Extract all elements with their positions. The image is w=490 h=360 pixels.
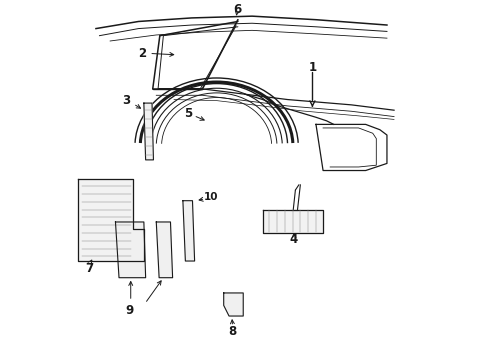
Text: 8: 8 bbox=[228, 325, 237, 338]
Polygon shape bbox=[116, 222, 146, 278]
Text: 1: 1 bbox=[308, 61, 317, 74]
Polygon shape bbox=[224, 293, 243, 316]
Text: 10: 10 bbox=[204, 192, 219, 202]
Text: 4: 4 bbox=[290, 233, 298, 246]
Text: 6: 6 bbox=[233, 3, 241, 15]
Text: 2: 2 bbox=[138, 47, 146, 60]
Polygon shape bbox=[183, 201, 195, 261]
Text: 7: 7 bbox=[85, 262, 94, 275]
Polygon shape bbox=[156, 222, 172, 278]
Text: 5: 5 bbox=[184, 107, 193, 120]
Polygon shape bbox=[263, 210, 323, 233]
Polygon shape bbox=[144, 103, 153, 160]
Text: 9: 9 bbox=[125, 304, 134, 317]
Polygon shape bbox=[78, 179, 144, 261]
Text: 3: 3 bbox=[122, 94, 130, 107]
